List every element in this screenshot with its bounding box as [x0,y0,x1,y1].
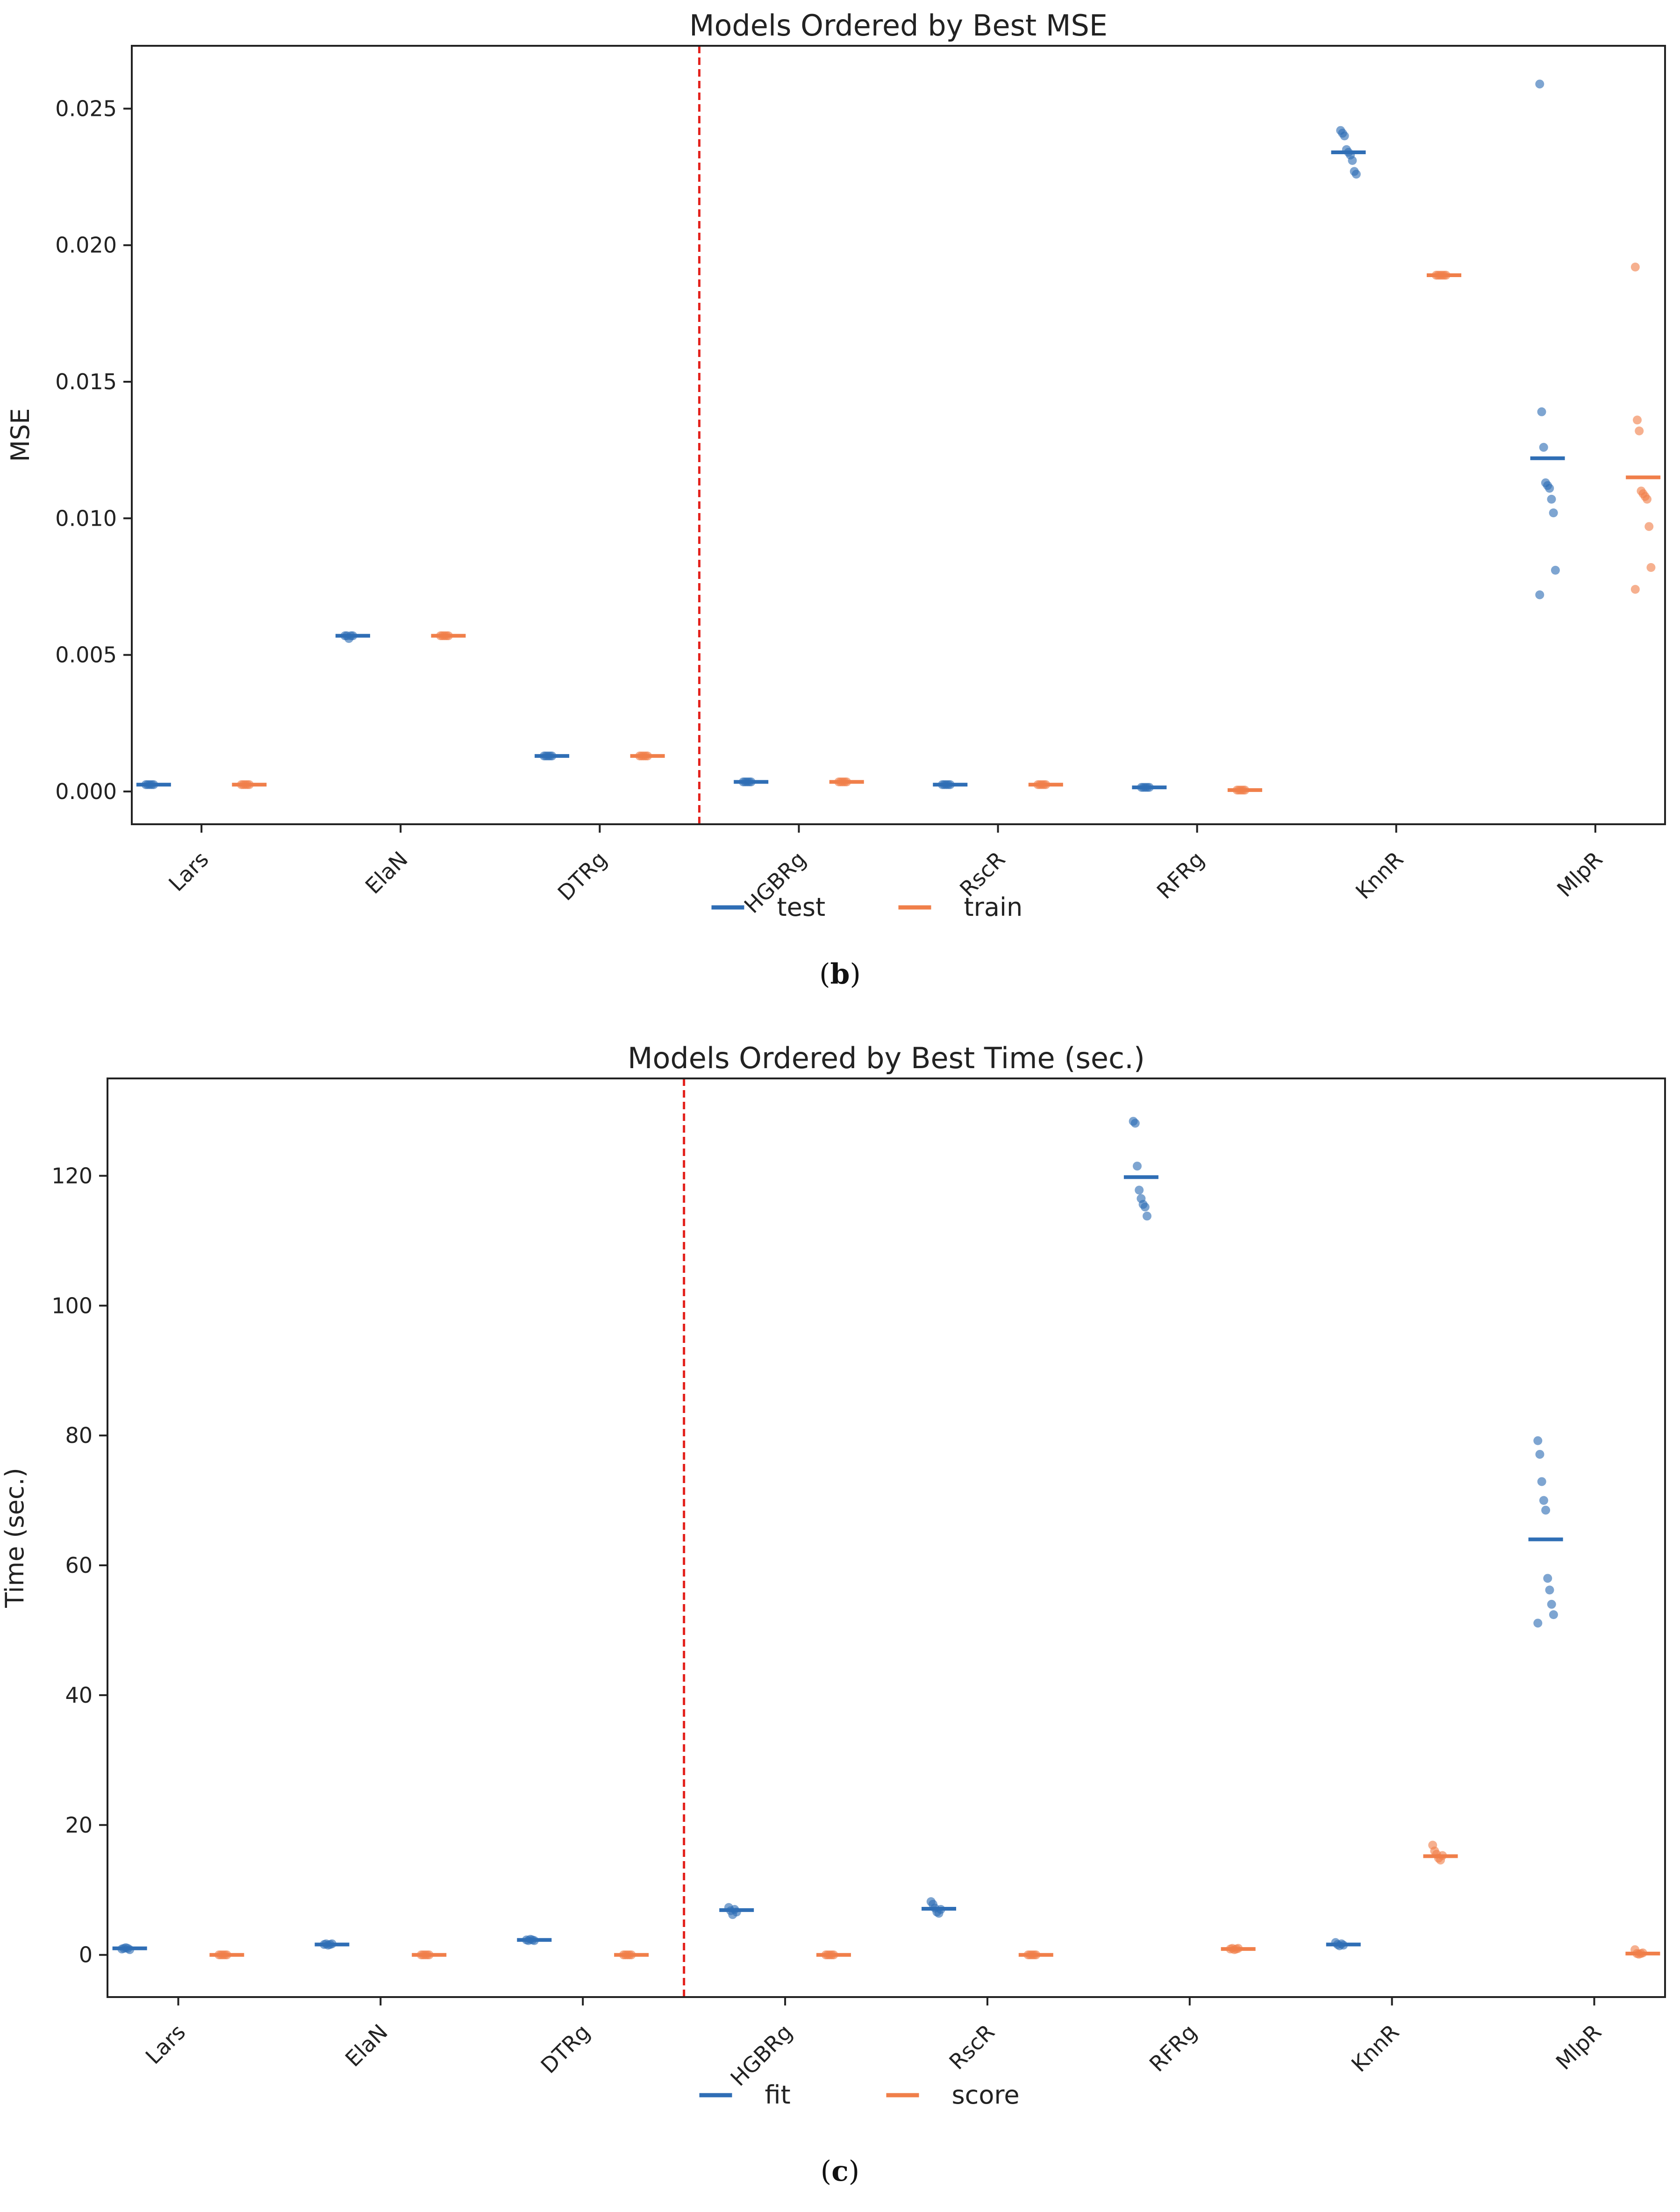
y-tick-label: 0.010 [55,506,117,531]
x-tick-label: DTRg [553,847,612,906]
legend-label: score [952,2080,1020,2110]
fit-point [1541,1506,1551,1515]
x-tick-label: KnnR [1346,2019,1404,2077]
test-point [1539,442,1548,452]
x-tick-label: Lars [164,847,214,897]
fit-point [1140,1202,1150,1212]
fit-point [1135,1185,1144,1195]
y-axis-label: MSE [6,408,35,462]
x-tick-label: RscR [944,2019,999,2075]
train-point [1633,415,1642,425]
train-point [1630,262,1640,271]
panel-letter: c [831,2155,849,2188]
panel-label-c: (c) [820,2155,860,2188]
fit-point [1539,1496,1548,1505]
test-point [1547,494,1556,504]
y-tick-label: 0.000 [55,779,117,804]
y-tick-label: 0.015 [55,369,117,394]
legend-label: test [777,892,826,922]
test-point [1348,156,1357,165]
y-tick-label: 20 [65,1812,93,1838]
test-point [1535,79,1544,89]
plot-frame [107,1077,1666,1998]
test-point [1535,590,1544,599]
plot-frame [131,45,1666,825]
y-tick-label: 80 [65,1423,93,1448]
time-chart: Models Ordered by Best Time (sec.) 0 20 40 6… [0,1041,1666,2110]
test-point [1545,484,1554,493]
fit-point [1533,1619,1543,1628]
panel-label-b: (b) [819,958,861,991]
fit-point [1533,1436,1543,1445]
x-tick-label: MlpR [1552,847,1608,902]
x-tick-label: RFRg [1144,2019,1202,2077]
train-point [1635,426,1644,435]
legend-label: train [964,892,1023,922]
fit-point [1547,1599,1556,1609]
figure-panel-b: Models Ordered by Best MSE 0.000 0.005 0.01… [0,0,1680,1019]
test-point [1537,407,1546,416]
train-point [1646,563,1656,572]
fit-point [1545,1585,1554,1595]
figure-panel-c: Models Ordered by Best Time (sec.) 0 20 40 6… [0,1019,1680,2212]
fit-point [1549,1610,1558,1620]
fit-point [1543,1574,1552,1583]
train-point [1644,522,1654,531]
fit-point [1130,1119,1140,1128]
y-tick-label: 60 [65,1553,93,1578]
y-axis-label: Time (sec.) [0,1468,29,1608]
y-tick-label: 0.020 [55,233,117,258]
x-tick-label: ElaN [360,847,413,899]
y-tick-label: 0.005 [55,642,117,668]
x-tick-label: ElaN [340,2019,393,2072]
fit-point [1143,1212,1151,1221]
test-point [1551,565,1560,575]
panel-letter: b [830,958,850,991]
x-tick-label: RFRg [1152,847,1209,904]
fit-point [1535,1449,1544,1459]
y-tick-label: 40 [65,1683,93,1708]
y-tick-label: 100 [51,1293,93,1318]
test-point [1351,170,1361,179]
chart-title: Models Ordered by Best Time (sec.) [628,1041,1145,1075]
legend-label: fit [765,2080,791,2110]
x-tick-label: Lars [141,2019,191,2069]
fit-point [1133,1162,1142,1171]
x-tick-label: KnnR [1351,847,1408,904]
test-point [1340,131,1349,141]
y-tick-label: 0.025 [55,96,117,121]
mse-chart: Models Ordered by Best MSE 0.000 0.005 0.01… [6,8,1666,922]
train-point [1643,494,1652,504]
train-point [1630,585,1640,594]
x-tick-label: MlpR [1551,2019,1607,2075]
x-tick-label: DTRg [536,2019,595,2078]
fit-point [1537,1477,1546,1486]
y-tick-label: 0 [79,1942,93,1968]
chart-title: Models Ordered by Best MSE [689,8,1108,43]
y-tick-label: 120 [51,1163,93,1188]
test-point [1549,508,1558,518]
